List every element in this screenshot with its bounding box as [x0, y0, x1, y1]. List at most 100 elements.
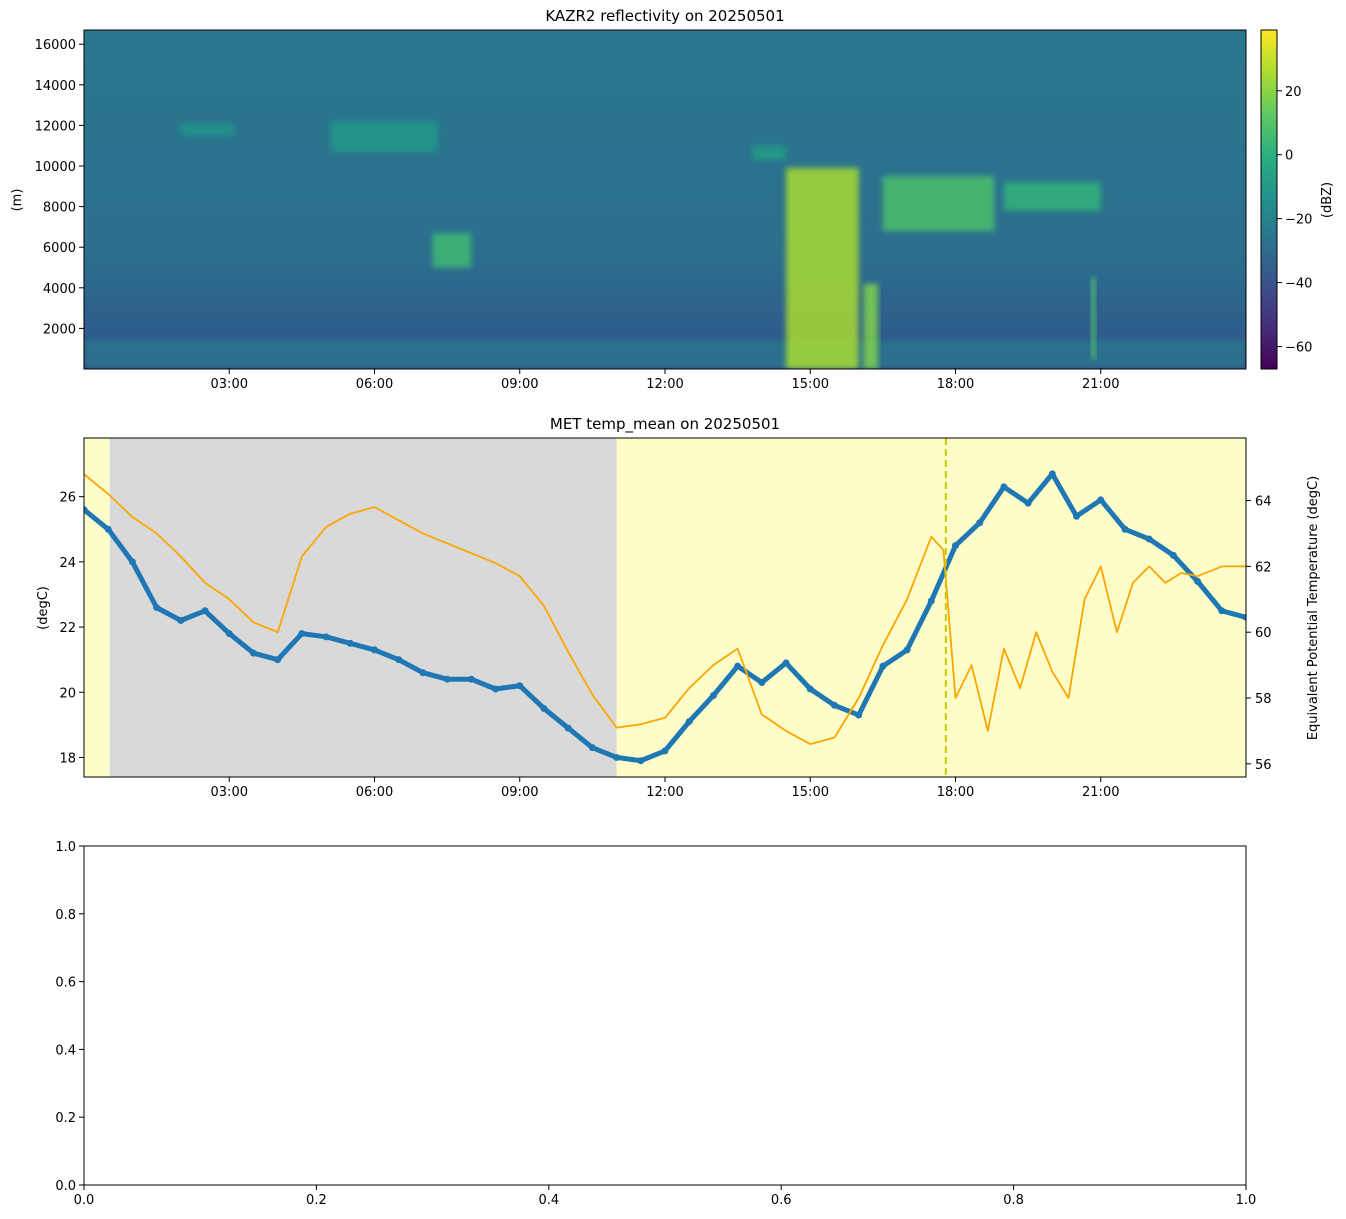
y2-tick-label: 60: [1255, 626, 1272, 641]
y-tick-label: 6000: [43, 241, 76, 256]
colorbar-tick-label: −40: [1285, 277, 1312, 292]
data-point: [1169, 551, 1177, 559]
data-point: [443, 675, 451, 683]
x-tick-label: 21:00: [1082, 785, 1119, 800]
y2-tick-label: 62: [1255, 560, 1272, 575]
y-tick-label: 4000: [43, 282, 76, 297]
y-tick-label: 0.6: [55, 976, 76, 991]
data-point: [128, 558, 136, 566]
data-point: [153, 604, 161, 611]
x-tick-label: 18:00: [937, 377, 974, 392]
echo-feature: [863, 283, 879, 369]
temperature-plot-area: [84, 438, 1246, 777]
shaded-period: [84, 438, 110, 777]
y-tick-label: 0.8: [55, 908, 76, 923]
data-point: [564, 724, 572, 732]
data-point: [1121, 525, 1129, 533]
data-point: [976, 519, 984, 527]
data-point: [249, 649, 257, 657]
panel-empty: 0.0 0.2 0.4 0.6 0.8 1.0 0.0 0.2 0.4 0.6 0.8 1.0: [55, 840, 1256, 1208]
data-point: [903, 646, 911, 654]
data-point: [201, 607, 209, 615]
y2-axis-label: Equivalent Potential Temperature (degC): [1306, 476, 1321, 740]
data-point: [516, 682, 524, 690]
echo-feature: [432, 232, 472, 268]
colorbar-axis: 20 0 −20 −40 −60: [1277, 85, 1312, 356]
chart-title: MET temp_mean on 20250501: [550, 415, 780, 434]
x-tick-label: 09:00: [501, 785, 538, 800]
data-point: [685, 718, 693, 726]
y-tick-label: 12000: [35, 119, 76, 134]
data-point: [1242, 613, 1246, 621]
data-point: [492, 685, 500, 693]
data-point: [395, 656, 403, 664]
data-point: [855, 711, 863, 719]
x-tick-label: 21:00: [1082, 377, 1119, 392]
data-point: [661, 747, 669, 755]
data-point: [419, 669, 427, 677]
data-point: [346, 639, 354, 647]
reflectivity-image: [84, 30, 1246, 369]
data-point: [952, 542, 959, 550]
echo-feature: [882, 176, 995, 231]
panel-temperature: MET temp_mean on 20250501 03:00 06:00 09:0…: [36, 415, 1321, 800]
data-point: [758, 678, 766, 686]
y-axis-label: (m): [10, 189, 25, 212]
data-point: [613, 753, 621, 761]
y-tick-label: 0.0: [55, 1179, 76, 1194]
echo-feature: [180, 123, 235, 136]
echo-feature: [752, 145, 787, 160]
y-tick-label: 26: [59, 491, 76, 506]
series-line-1: [84, 473, 1246, 745]
data-point: [1048, 470, 1056, 478]
x-axis: 03:00 06:00 09:00 12:00 15:00 18:00 21:00: [211, 777, 1119, 800]
x-tick-label: 0.2: [306, 1193, 327, 1208]
colorbar-label: (dBZ): [1320, 182, 1335, 218]
y-axis-label: (degC): [36, 586, 51, 630]
data-point: [322, 633, 330, 641]
x-tick-label: 12:00: [646, 377, 683, 392]
chart-title: KAZR2 reflectivity on 20250501: [545, 7, 784, 25]
x-tick-label: 0.6: [771, 1193, 792, 1208]
data-point: [927, 597, 935, 605]
data-point: [637, 757, 645, 765]
y-tick-label: 0.4: [55, 1043, 76, 1058]
y-tick-label: 2000: [43, 322, 76, 337]
colorbar-frame: [1260, 29, 1278, 370]
data-point: [104, 525, 112, 533]
echo-feature: [1091, 277, 1096, 359]
data-point: [1097, 496, 1105, 504]
y-tick-label: 14000: [35, 79, 76, 94]
x-tick-label: 15:00: [792, 785, 829, 800]
data-point: [782, 659, 790, 667]
x-tick-label: 0.0: [74, 1193, 95, 1208]
x-tick-label: 09:00: [501, 377, 538, 392]
colorbar-tick-label: −20: [1285, 213, 1312, 228]
data-point: [830, 701, 838, 709]
x-tick-label: 18:00: [937, 785, 974, 800]
y-tick-label: 8000: [43, 201, 76, 216]
echo-feature: [84, 340, 1246, 369]
data-point: [225, 630, 233, 638]
y-tick-label: 24: [59, 556, 76, 571]
colorbar-tick-label: −60: [1285, 341, 1312, 356]
data-point: [1024, 499, 1032, 507]
data-point: [806, 685, 814, 693]
y-tick-label: 16000: [35, 38, 76, 53]
y-tick-label: 10000: [35, 160, 76, 175]
echo-feature: [330, 121, 438, 152]
y-axis-right: 56 58 60 62 64: [1246, 495, 1272, 773]
y-axis: 0.0 0.2 0.4 0.6 0.8 1.0: [55, 840, 84, 1194]
x-tick-label: 06:00: [356, 377, 393, 392]
panel-reflectivity: KAZR2 reflectivity on 20250501 03:00 06:0…: [10, 7, 1335, 392]
data-point: [371, 646, 378, 654]
y-tick-label: 20: [59, 686, 76, 701]
colorbar-tick-label: 0: [1285, 149, 1293, 164]
y-tick-label: 18: [59, 751, 76, 766]
y-axis: 2000 4000 6000 8000 10000 12000 14000 16000: [35, 38, 84, 337]
echo-feature: [786, 168, 859, 369]
shaded-period: [109, 438, 617, 777]
data-point: [1073, 512, 1081, 520]
y2-tick-label: 58: [1255, 692, 1272, 707]
y-tick-label: 1.0: [55, 840, 76, 855]
